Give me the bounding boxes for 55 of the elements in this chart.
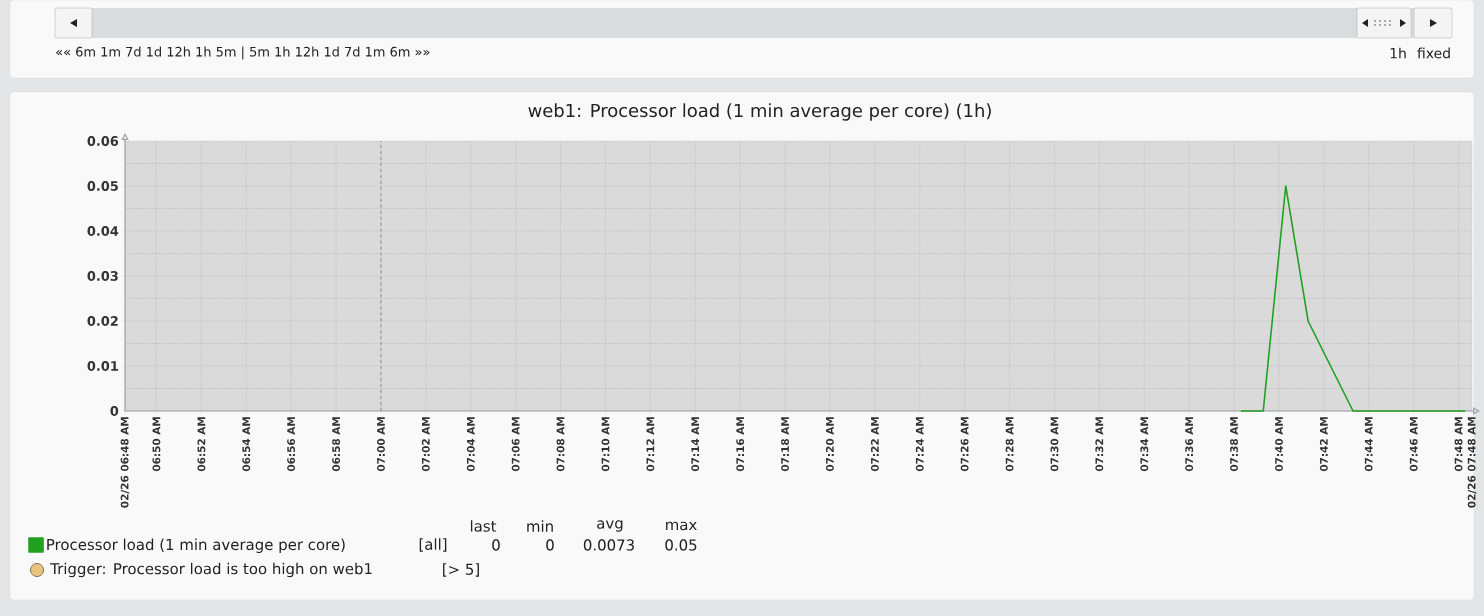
x-tick-label: 07:48 AM	[1454, 417, 1463, 472]
text: avg	[597, 520, 623, 532]
x-tick-label: 07:30 AM	[1050, 417, 1059, 472]
x-tick-label: 07:40 AM	[1275, 417, 1283, 472]
text: [all]	[419, 538, 447, 552]
text: 0	[546, 539, 554, 551]
x-tick-label: 06:52 AM	[197, 417, 206, 472]
x-tick-label: 02/26 07:48 AM	[1467, 417, 1477, 508]
y-tick-label: 0.05	[87, 181, 118, 191]
x-tick-label: 07:42 AM	[1319, 417, 1328, 472]
x-tick-label: 07:18 AM	[781, 417, 789, 472]
x-tick-label: 07:44 AM	[1364, 417, 1373, 472]
text: «« 6m 1m 7d 1d 12h 1h 5m | 5m 1h 12h 1d 7d 1m 6m »»	[56, 46, 430, 60]
y-tick-label: 0.01	[87, 361, 118, 371]
text: 0	[492, 539, 500, 551]
x-tick-label: 07:38 AM	[1230, 417, 1238, 472]
y-tick-label: 0.04	[87, 226, 119, 236]
y-tick-label: 0.03	[87, 271, 118, 281]
x-tick-label: 06:58 AM	[332, 417, 341, 472]
y-tick-label: 0	[110, 406, 119, 416]
chart-title: web1: Processor load (1 min average per core) (1h)	[528, 103, 991, 121]
x-tick-label: 06:50 AM	[152, 417, 161, 472]
text: [> 5]	[443, 563, 479, 577]
x-tick-label: 07:06 AM	[511, 417, 520, 472]
x-tick-label: 07:36 AM	[1185, 417, 1194, 472]
text: 1h	[1390, 47, 1406, 59]
x-tick-label: 07:32 AM	[1095, 417, 1104, 472]
x-tick-label: 07:16 AM	[736, 417, 745, 472]
legend-label: Processor load (1 min average per core)	[47, 538, 345, 554]
x-tick-label: 07:34 AM	[1140, 417, 1149, 472]
x-tick-label: 07:00 AM	[376, 417, 385, 472]
x-tick-label: 07:46 AM	[1409, 417, 1418, 472]
x-tick-label: 07:04 AM	[466, 417, 475, 472]
y-tick-label: 0.06	[87, 136, 119, 146]
x-tick-label: 07:10 AM	[601, 417, 610, 472]
x-tick-label: 07:08 AM	[556, 417, 565, 472]
x-tick-label: 07:24 AM	[915, 417, 924, 472]
text: 0.05	[665, 539, 697, 551]
x-tick-label: 07:28 AM	[1005, 417, 1014, 472]
x-tick-label: 07:20 AM	[825, 417, 834, 472]
x-tick-label: 07:26 AM	[960, 417, 969, 472]
x-tick-label: 07:22 AM	[870, 417, 879, 472]
text: min	[527, 520, 553, 532]
text: max	[666, 521, 697, 531]
text: Trigger: Processor load is too high on web1	[50, 562, 372, 578]
x-tick-label: 07:14 AM	[691, 417, 700, 472]
x-tick-label: 02/26 06:48 AM	[120, 417, 130, 508]
text: fixed	[1417, 47, 1450, 59]
x-tick-label: 06:56 AM	[287, 417, 296, 472]
x-tick-label: 07:02 AM	[421, 417, 430, 472]
y-tick-label: 0.02	[87, 316, 118, 326]
x-tick-label: 06:54 AM	[242, 417, 251, 472]
x-tick-label: 07:12 AM	[646, 417, 655, 472]
text: 0.0073	[583, 539, 634, 551]
text: last	[470, 520, 497, 532]
